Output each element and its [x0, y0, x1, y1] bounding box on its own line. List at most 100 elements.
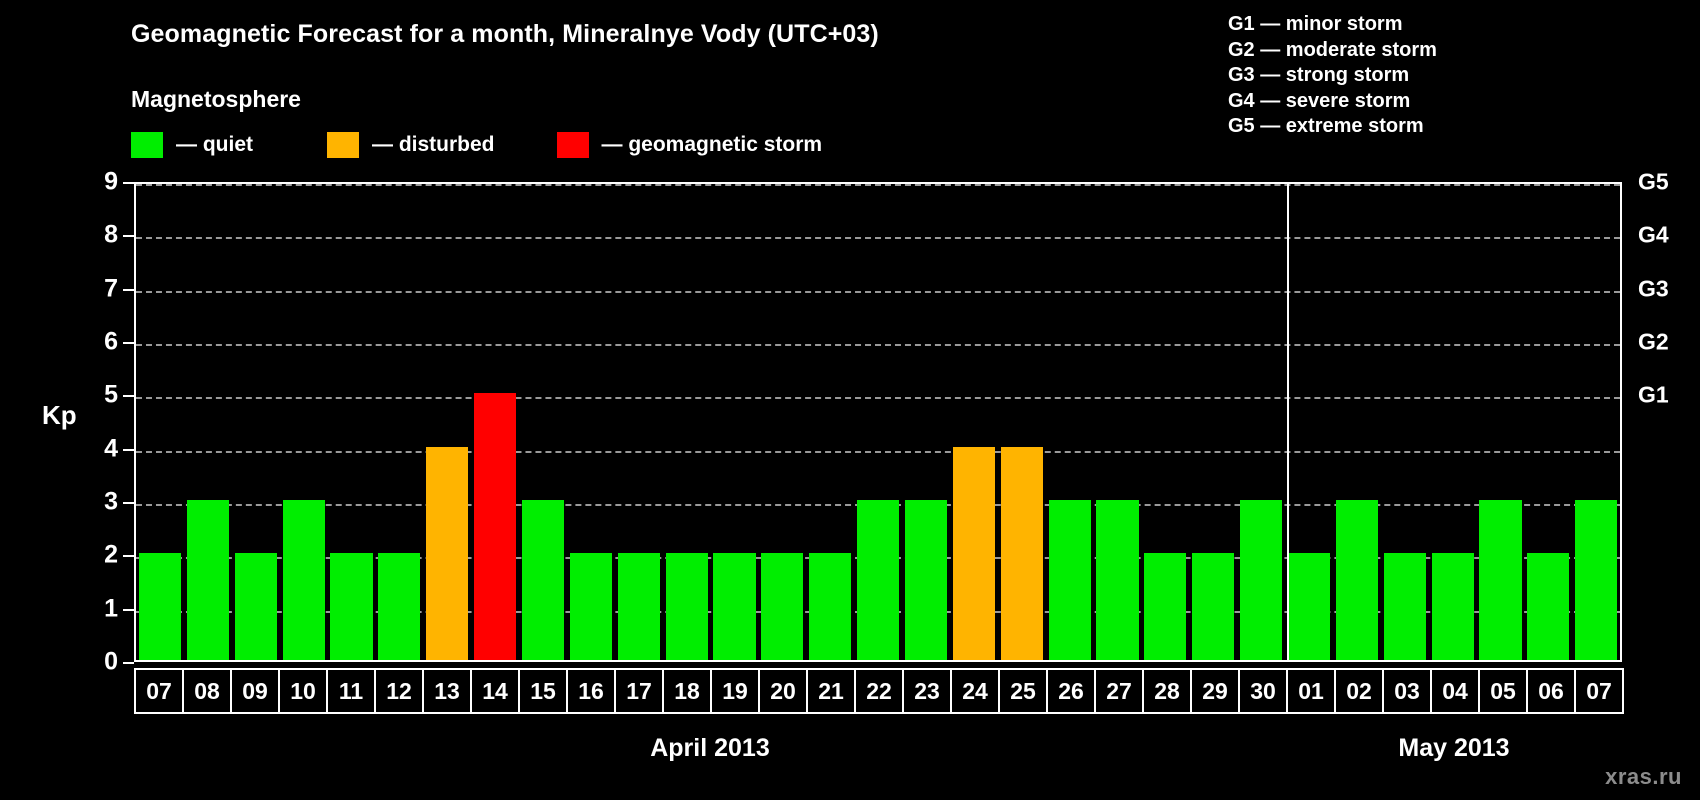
bar-cell[interactable] [758, 184, 806, 660]
bar[interactable] [138, 553, 181, 660]
date-label[interactable]: 08 [182, 668, 232, 714]
date-label[interactable]: 24 [950, 668, 1000, 714]
bar-cell[interactable] [806, 184, 854, 660]
y-axis-tick-label: 5 [104, 380, 118, 409]
date-label[interactable]: 10 [278, 668, 328, 714]
bar[interactable] [1383, 553, 1426, 660]
bar-cell[interactable] [280, 184, 328, 660]
bar[interactable] [1144, 553, 1187, 660]
bar-cell[interactable] [375, 184, 423, 660]
bar-cell[interactable] [1094, 184, 1142, 660]
storm-scale-line: G2 — moderate storm [1228, 38, 1437, 61]
date-label[interactable]: 04 [1430, 668, 1480, 714]
bar-cell[interactable] [1477, 184, 1525, 660]
bar-cell[interactable] [1572, 184, 1620, 660]
bar[interactable] [378, 553, 421, 660]
bar-cell[interactable] [711, 184, 759, 660]
date-label[interactable]: 19 [710, 668, 760, 714]
bar-cell[interactable] [567, 184, 615, 660]
bar[interactable] [426, 446, 469, 660]
bar[interactable] [1192, 553, 1235, 660]
date-label[interactable]: 07 [134, 668, 184, 714]
bar[interactable] [330, 553, 373, 660]
bar-cell[interactable] [1237, 184, 1285, 660]
y-axis-title: Kp [42, 400, 77, 430]
bar-cell[interactable] [471, 184, 519, 660]
date-label[interactable]: 25 [998, 668, 1048, 714]
date-label[interactable]: 02 [1334, 668, 1384, 714]
bar[interactable] [1527, 553, 1570, 660]
gridline [136, 290, 1620, 293]
date-label[interactable]: 22 [854, 668, 904, 714]
bar-cell[interactable] [902, 184, 950, 660]
bar[interactable] [857, 500, 900, 660]
date-label[interactable]: 13 [422, 668, 472, 714]
date-label[interactable]: 03 [1382, 668, 1432, 714]
bar-cell[interactable] [1429, 184, 1477, 660]
date-label[interactable]: 14 [470, 668, 520, 714]
y-axis-tick [123, 182, 134, 184]
bar-cell[interactable] [854, 184, 902, 660]
date-label[interactable]: 01 [1286, 668, 1336, 714]
bar[interactable] [1096, 500, 1139, 660]
bar-cell[interactable] [519, 184, 567, 660]
date-label[interactable]: 23 [902, 668, 952, 714]
bar-cell[interactable] [615, 184, 663, 660]
bar[interactable] [1431, 553, 1474, 660]
date-label[interactable]: 12 [374, 668, 424, 714]
bar-cell[interactable] [1285, 184, 1333, 660]
bar-cell[interactable] [1381, 184, 1429, 660]
month-label: April 2013 [650, 734, 770, 762]
bar[interactable] [952, 446, 995, 660]
bar[interactable] [234, 553, 277, 660]
bar[interactable] [521, 500, 564, 660]
bar-cell[interactable] [1141, 184, 1189, 660]
bar[interactable] [713, 553, 756, 660]
bar[interactable] [1575, 500, 1618, 660]
bar[interactable] [186, 500, 229, 660]
bar-cell[interactable] [663, 184, 711, 660]
date-label[interactable]: 05 [1478, 668, 1528, 714]
bar[interactable] [569, 553, 612, 660]
bar-cell[interactable] [1046, 184, 1094, 660]
bar-cell[interactable] [998, 184, 1046, 660]
bar-cell[interactable] [950, 184, 998, 660]
date-label[interactable]: 30 [1238, 668, 1288, 714]
bar[interactable] [904, 500, 947, 660]
bar-cell[interactable] [1524, 184, 1572, 660]
bar[interactable] [809, 553, 852, 660]
bar-cell[interactable] [1333, 184, 1381, 660]
bar[interactable] [1000, 446, 1043, 660]
date-label[interactable]: 11 [326, 668, 376, 714]
bar[interactable] [617, 553, 660, 660]
bar[interactable] [1240, 500, 1283, 660]
bar[interactable] [761, 553, 804, 660]
bar-cell[interactable] [136, 184, 184, 660]
date-label[interactable]: 06 [1526, 668, 1576, 714]
bar-cell[interactable] [184, 184, 232, 660]
bar[interactable] [1479, 500, 1522, 660]
bar[interactable] [474, 393, 517, 660]
date-label[interactable]: 16 [566, 668, 616, 714]
bar[interactable] [1335, 500, 1378, 660]
date-label[interactable]: 17 [614, 668, 664, 714]
date-label[interactable]: 28 [1142, 668, 1192, 714]
date-label[interactable]: 09 [230, 668, 280, 714]
gridline [136, 450, 1620, 453]
bar[interactable] [282, 500, 325, 660]
bar-cell[interactable] [232, 184, 280, 660]
bar[interactable] [665, 553, 708, 660]
bar[interactable] [1287, 553, 1330, 660]
bar-cell[interactable] [328, 184, 376, 660]
date-label[interactable]: 29 [1190, 668, 1240, 714]
bar-cell[interactable] [423, 184, 471, 660]
date-label[interactable]: 26 [1046, 668, 1096, 714]
bar[interactable] [1048, 500, 1091, 660]
date-label[interactable]: 27 [1094, 668, 1144, 714]
date-label[interactable]: 20 [758, 668, 808, 714]
date-label[interactable]: 21 [806, 668, 856, 714]
date-label[interactable]: 18 [662, 668, 712, 714]
date-label[interactable]: 07 [1574, 668, 1624, 714]
date-label[interactable]: 15 [518, 668, 568, 714]
bar-cell[interactable] [1189, 184, 1237, 660]
